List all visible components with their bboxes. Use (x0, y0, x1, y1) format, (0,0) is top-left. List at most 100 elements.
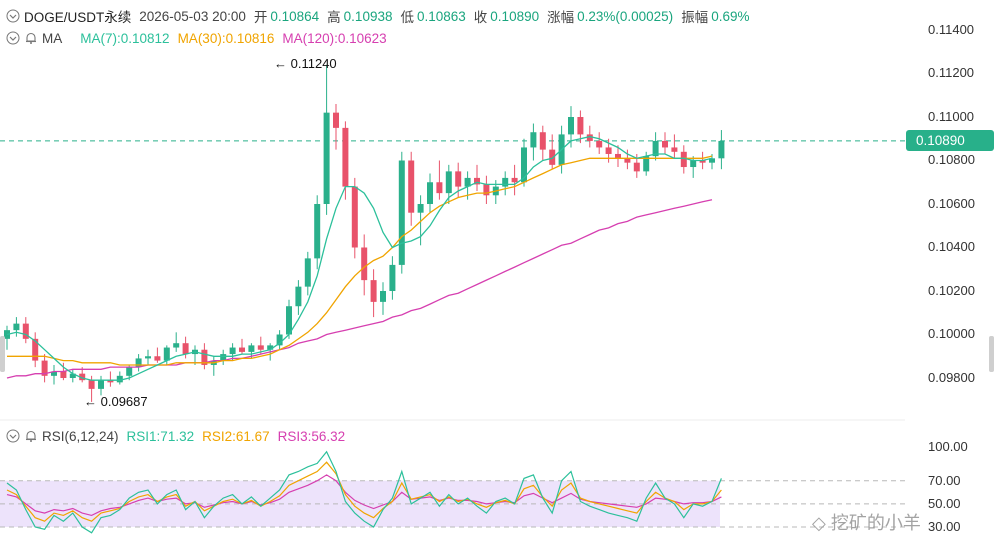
candle-body (22, 323, 29, 339)
price-axis-label: 0.10200 (928, 283, 975, 298)
ma30-line (7, 155, 713, 366)
left-scroll-handle[interactable] (0, 336, 5, 372)
watermark-logo-icon: ◇ (812, 513, 826, 533)
price-axis-label: 0.10600 (928, 196, 975, 211)
candle-body (351, 186, 358, 248)
candle-body (436, 182, 443, 194)
candle-body (220, 354, 227, 361)
candle-body (464, 177, 471, 187)
candle-body (248, 345, 255, 352)
candle-body (577, 117, 584, 135)
candle-body (615, 153, 621, 159)
low-label: 低 (400, 10, 414, 25)
ma120-value: MA(120):0.10623 (282, 30, 387, 46)
candle-body (323, 112, 330, 204)
candle-body (107, 380, 114, 383)
ma120-line (6, 199, 713, 379)
rsi1-value: RSI1:71.32 (126, 428, 195, 444)
ohlc-row: DOGE/USDT永续 2026-05-03 20:00 开 0.10864 高… (6, 6, 749, 26)
candle-body (182, 343, 189, 355)
close-label: 收 (473, 10, 488, 25)
candle-body (276, 334, 283, 346)
candle-body (163, 347, 170, 361)
candle-body (257, 345, 264, 350)
bell-icon[interactable] (24, 429, 38, 443)
ma-indicator-label: MA (42, 30, 63, 46)
symbol-name: DOGE/USDT永续 (24, 10, 132, 25)
chevron-down-icon[interactable] (6, 31, 20, 45)
ma7-value: MA(7):0.10812 (80, 30, 170, 46)
price-axis-label: 0.11000 (928, 109, 975, 124)
candle-body (511, 177, 518, 183)
rsi-axis-label: 100.00 (928, 439, 968, 454)
candle-body (690, 160, 697, 168)
candle-body (154, 356, 161, 361)
candle-datetime: 2026-05-03 20:00 (139, 8, 246, 24)
candle-body (671, 147, 678, 152)
high-annotation: ← 0.11240 (274, 56, 337, 71)
candle-body (342, 127, 349, 187)
candle-body (624, 158, 631, 163)
rsi-axis-label: 30.00 (928, 519, 961, 534)
low-value: 0.10863 (416, 8, 466, 24)
rsi-axis-label: 70.00 (928, 473, 961, 488)
candle-body (445, 171, 452, 194)
candle-body (662, 140, 668, 148)
price-axis-label: 0.11200 (928, 65, 975, 80)
chevron-down-icon[interactable] (6, 429, 20, 443)
candle-body (530, 132, 537, 148)
change-label: 涨幅 (547, 10, 575, 25)
watermark: ◇ 挖矿的小羊 (812, 509, 921, 535)
candle-body (417, 204, 424, 213)
low-annotation: ← 0.09687 (84, 394, 148, 409)
candle-body (398, 160, 405, 265)
candle-body (51, 371, 57, 376)
candle-body (69, 373, 76, 378)
candle-body (41, 360, 48, 376)
candle-body (201, 349, 208, 365)
bell-icon[interactable] (24, 31, 38, 45)
close-value: 0.10890 (490, 8, 540, 24)
price-axis-label: 0.10400 (928, 239, 975, 254)
candle-body (295, 286, 302, 307)
right-scroll-handle[interactable] (989, 336, 994, 372)
rsi-legend-row: RSI(6,12,24) RSI1:71.32 RSI2:61.67 RSI3:… (6, 426, 345, 446)
watermark-text: 挖矿的小羊 (830, 513, 921, 533)
open-value: 0.10864 (270, 8, 320, 24)
candle-body (32, 338, 39, 361)
candle-body (267, 345, 274, 350)
candle-body (699, 160, 706, 163)
candle-body (239, 347, 245, 352)
candle-body (680, 151, 687, 168)
candle-body (539, 132, 546, 150)
candle-body (502, 177, 509, 187)
rsi3-line (6, 474, 722, 517)
chevron-down-icon[interactable] (6, 9, 20, 23)
candle-body (361, 247, 368, 281)
rsi3-value: RSI3:56.32 (277, 428, 346, 444)
ma30-value: MA(30):0.10816 (177, 30, 275, 46)
candle-body (709, 158, 715, 163)
amplitude-label: 振幅 (681, 10, 709, 25)
candle-body (60, 371, 67, 378)
candle-body (79, 373, 86, 381)
candle-body (145, 356, 151, 359)
candle-body (483, 184, 490, 196)
candle-body (652, 140, 659, 157)
candle-body (643, 156, 650, 172)
candle-body (13, 323, 20, 331)
price-axis-label: 0.09800 (928, 370, 975, 385)
candle-body (427, 182, 433, 204)
candle-body (314, 204, 321, 259)
candle-body (286, 306, 292, 335)
candle-body (88, 380, 95, 389)
candle-body (718, 140, 725, 159)
ma-legend-row: MA MA(7):0.10812 MA(30):0.10816 MA(120):… (6, 28, 387, 48)
price-axis-label: 0.10000 (928, 326, 975, 341)
rsi-axis-label: 50.00 (928, 496, 961, 511)
candle-body (126, 367, 133, 376)
candle-body (549, 149, 556, 165)
candle-body (455, 171, 462, 187)
candle-body (605, 147, 612, 154)
